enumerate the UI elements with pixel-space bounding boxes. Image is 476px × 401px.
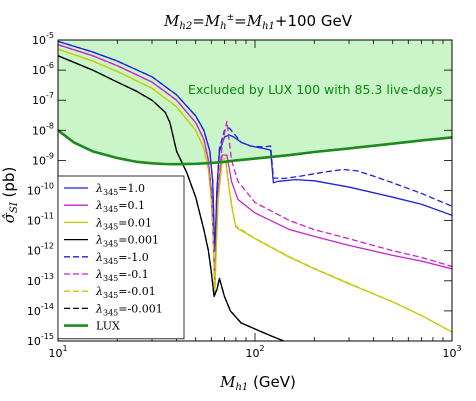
series-line-lambda-neg0p001 [58, 55, 285, 341]
legend-entry: λ345=0.001 [95, 234, 159, 249]
x-tick-label: 101 [48, 344, 67, 360]
tick-layer: 101 102 103 10-5 10-6 10-7 10-8 10-9 10-10 10-11 1… [27, 31, 462, 360]
x-axis-label: Mh1 (GeV) [219, 373, 296, 393]
excluded-annotation: Excluded by LUX 100 with 85.3 live-days [188, 82, 442, 97]
y-tick-label: 10-15 [27, 332, 54, 348]
y-axis-label: σ̂SI (pb) [0, 167, 20, 224]
legend: λ345=1.0 λ345=0.1 λ345=0.01 λ345=0.001 λ345=… [57, 175, 185, 340]
x-tick-label: 102 [245, 344, 264, 360]
legend-entry: λ345=1.0 [95, 182, 145, 197]
excluded-region [58, 40, 452, 165]
y-tick-label: 10-12 [27, 242, 54, 258]
series-line-lambda-neg0p01 [58, 48, 452, 333]
chart-title: Mh2=Mh±=Mh1+100 GeV [163, 12, 353, 32]
x-tick-label: 103 [442, 344, 461, 360]
series-line-lambda-1p0 [58, 40, 452, 252]
y-tick-label: 10-10 [27, 182, 54, 198]
series-line-lambda-neg1p0 [58, 40, 452, 252]
series-line-lambda-neg0p1 [58, 44, 452, 282]
y-tick-label: 10-6 [32, 61, 54, 77]
legend-entry: λ345=0.01 [95, 216, 152, 231]
y-tick-label: 10-14 [27, 302, 54, 318]
y-tick-label: 10-5 [32, 31, 54, 47]
legend-entry: λ345=0.1 [95, 199, 145, 214]
y-tick-label: 10-8 [32, 121, 54, 137]
excluded-region-layer [58, 40, 452, 165]
legend-entry: λ345=-1.0 [95, 251, 149, 266]
series-line-lux [58, 129, 452, 166]
legend-entry: LUX [96, 320, 120, 333]
series-layer [58, 40, 452, 341]
y-tick-label: 10-11 [27, 212, 54, 228]
legend-entry: λ345=-0.01 [95, 285, 156, 300]
y-tick-label: 10-7 [32, 91, 54, 107]
legend-entry: λ345=-0.001 [95, 302, 163, 317]
y-tick-label: 10-9 [32, 151, 54, 167]
y-tick-label: 10-13 [27, 272, 54, 288]
legend-entry: λ345=-0.1 [95, 268, 149, 283]
